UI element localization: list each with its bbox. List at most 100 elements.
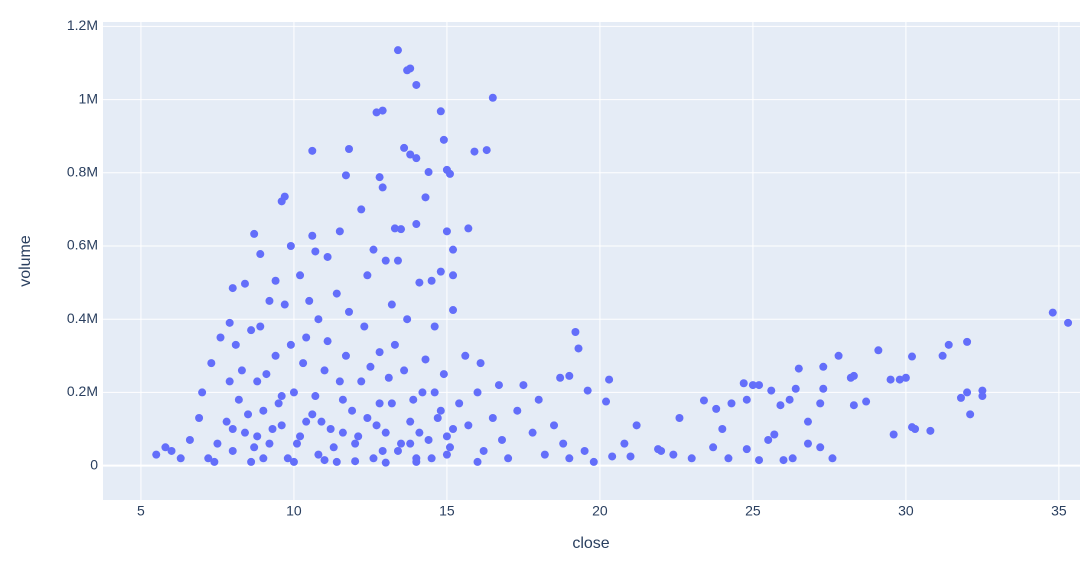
point: [498, 435, 507, 444]
point: [390, 224, 399, 233]
point: [387, 300, 396, 309]
point: [874, 346, 883, 355]
point: [412, 80, 421, 89]
x-tick-label: 35: [1051, 503, 1067, 519]
point: [265, 439, 274, 448]
point: [430, 388, 439, 397]
point: [381, 428, 390, 437]
point: [764, 435, 773, 444]
point: [302, 333, 311, 342]
point: [381, 458, 390, 467]
point: [473, 388, 482, 397]
point: [519, 381, 528, 390]
point: [286, 241, 295, 250]
point: [442, 432, 451, 441]
point: [311, 392, 320, 401]
point: [308, 231, 317, 240]
point: [445, 443, 454, 452]
point: [237, 366, 246, 375]
point: [185, 435, 194, 444]
point: [421, 193, 430, 202]
point: [963, 337, 972, 346]
point: [449, 424, 458, 433]
point: [412, 454, 421, 463]
points: [152, 46, 1073, 467]
point: [296, 432, 305, 441]
point: [406, 150, 415, 159]
point: [433, 414, 442, 423]
point: [430, 322, 439, 331]
point: [393, 256, 402, 265]
point: [381, 256, 390, 265]
point: [739, 379, 748, 388]
point: [228, 424, 237, 433]
point: [259, 406, 268, 415]
point: [228, 284, 237, 293]
point: [329, 443, 338, 452]
point: [372, 108, 381, 117]
point: [534, 395, 543, 404]
point: [488, 414, 497, 423]
x-axis-title: close: [572, 535, 609, 552]
point: [849, 401, 858, 410]
point: [207, 359, 216, 368]
point: [767, 386, 776, 395]
x-tick-label: 5: [137, 503, 145, 519]
y-tick-label: 1M: [79, 90, 98, 106]
point: [632, 421, 641, 430]
point: [755, 381, 764, 390]
point: [167, 446, 176, 455]
point: [436, 406, 445, 415]
point: [363, 271, 372, 280]
point: [528, 428, 537, 437]
point: [424, 435, 433, 444]
point: [901, 373, 910, 382]
point: [978, 386, 987, 395]
point: [213, 439, 222, 448]
point: [944, 340, 953, 349]
point: [323, 337, 332, 346]
point: [204, 454, 213, 463]
point: [978, 392, 987, 401]
point: [963, 388, 972, 397]
point: [819, 384, 828, 393]
point: [442, 227, 451, 236]
grid: [103, 22, 1080, 500]
point: [400, 366, 409, 375]
point: [345, 307, 354, 316]
point: [926, 426, 935, 435]
point: [369, 454, 378, 463]
point: [338, 428, 347, 437]
point: [675, 414, 684, 423]
point: [403, 315, 412, 324]
point: [785, 395, 794, 404]
point: [439, 135, 448, 144]
point: [390, 340, 399, 349]
point: [256, 250, 265, 259]
point: [828, 454, 837, 463]
point: [332, 457, 341, 466]
point: [387, 399, 396, 408]
point: [911, 424, 920, 433]
point: [314, 315, 323, 324]
point: [580, 446, 589, 455]
point: [250, 229, 259, 238]
point: [280, 300, 289, 309]
point: [803, 439, 812, 448]
point: [375, 399, 384, 408]
point: [406, 439, 415, 448]
point: [234, 395, 243, 404]
point: [436, 107, 445, 116]
point: [816, 399, 825, 408]
point: [231, 340, 240, 349]
point: [351, 457, 360, 466]
point: [286, 340, 295, 349]
point: [476, 359, 485, 368]
point: [308, 410, 317, 419]
point: [748, 381, 757, 390]
point: [277, 421, 286, 430]
point: [816, 443, 825, 452]
point: [345, 145, 354, 154]
point: [1048, 308, 1057, 317]
